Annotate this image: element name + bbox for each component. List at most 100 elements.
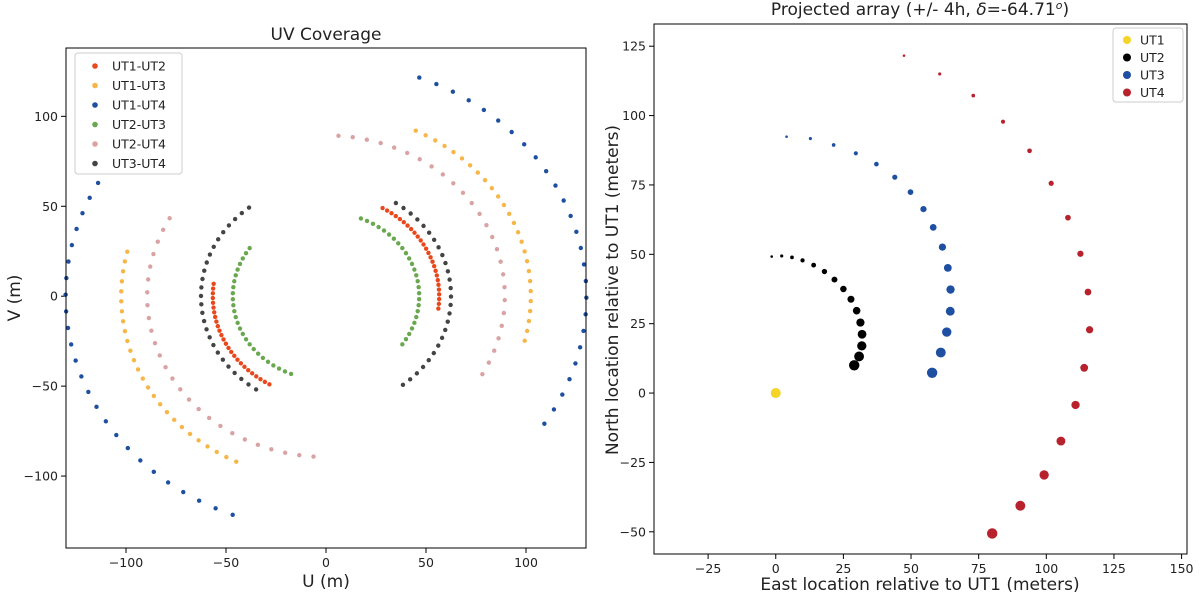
uv-point [282,450,288,455]
array-point [790,255,794,260]
uv-legend-marker [92,141,98,147]
uv-point [577,345,583,350]
uv-point [199,302,204,307]
uv-point [186,397,192,402]
uv-point [122,259,128,264]
uv-point [515,230,521,235]
uv-point [413,128,418,133]
uv-point [578,245,584,251]
uv-point [409,326,415,331]
array-x-tick-label: 150 [1170,561,1194,576]
uv-point [179,424,185,430]
uv-point [423,246,429,251]
uv-legend: UT1-UT2 UT1-UT3 UT1-UT4 UT2-UT3 UT2-UT4 UT3-U… [74,52,183,175]
uv-legend-label: UT1-UT4 [112,98,166,113]
uv-point [253,387,259,392]
uv-point [436,306,441,311]
uv-x-tick-label: 50 [418,555,434,570]
uv-point [178,387,183,392]
array-point [854,351,865,362]
uv-legend-label: UT1-UT2 [112,59,166,74]
array-point [1039,470,1049,480]
uv-point [232,309,237,314]
uv-point [239,210,245,216]
uv-point [573,361,578,366]
uv-point [251,346,256,352]
uv-point [421,242,426,247]
array-plot-frame [653,23,1188,555]
uv-point [496,118,501,123]
array-y-tick-label: 0 [638,386,646,401]
uv-point [404,150,410,156]
uv-point [265,359,271,365]
uv-point [581,262,587,267]
uv-point [397,216,403,222]
array-title-degree: o [1056,0,1063,12]
uv-point [243,250,249,256]
uv-point [420,364,426,370]
uv-point [120,269,126,274]
uv-point [311,454,316,459]
array-x-tick-label: 125 [1102,561,1126,576]
array-title-delta: δ [976,0,986,20]
array-legend-label: UT1 [1140,33,1165,48]
uv-point [436,301,442,307]
array-x-tick-label: −25 [695,561,721,576]
uv-point [255,442,261,448]
uv-point [393,213,398,219]
uv-point [140,376,146,381]
uv-point [167,216,172,221]
uv-point [581,328,586,334]
uv-point [199,285,204,290]
array-legend-label: UT3 [1140,68,1165,83]
uv-point [490,234,495,240]
uv-point [428,255,433,260]
uv-point [417,75,422,80]
array-y-tick-label: −25 [620,455,646,470]
uv-point [220,357,226,362]
uv-point [217,328,222,333]
array-point [1056,436,1066,446]
uv-point [145,302,150,308]
uv-point [223,341,229,346]
uv-point [237,261,243,267]
uv-point [155,239,160,244]
uv-point [232,279,237,284]
uv-point [511,220,517,226]
uv-point [246,205,252,210]
uv-point [434,81,439,87]
array-point [1065,214,1071,221]
array-x-tick-label: 75 [971,561,987,576]
uv-point [364,137,370,142]
uv-point [240,331,246,337]
uv-point [380,205,385,211]
array-point [847,295,855,303]
uv-x-tick-label: 100 [514,555,538,570]
uv-point [135,367,141,372]
uv-point [407,377,413,382]
uv-point [213,506,218,511]
uv-point [528,298,533,304]
uv-point [258,377,263,382]
uv-point [526,318,532,324]
uv-point [297,452,302,458]
uv-point [211,305,216,310]
uv-point [482,177,488,183]
uv-series-ut1-ut3 [119,128,533,464]
uv-point [417,157,422,162]
uv-point [430,259,435,264]
uv-x-tick-label: 0 [322,555,330,570]
uv-point [403,250,409,256]
uv-point [271,363,276,368]
uv-point [415,308,420,314]
array-y-tick-label: 75 [630,177,646,192]
uv-point [68,342,74,347]
uv-point [230,512,235,518]
array-point [938,72,942,76]
uv-point [65,325,71,331]
uv-legend-label: UT1-UT3 [112,78,166,93]
array-x-tick-label: 25 [835,561,851,576]
array-y-tick-label: 100 [622,108,646,123]
uv-point [376,224,381,230]
uv-point [207,252,213,257]
